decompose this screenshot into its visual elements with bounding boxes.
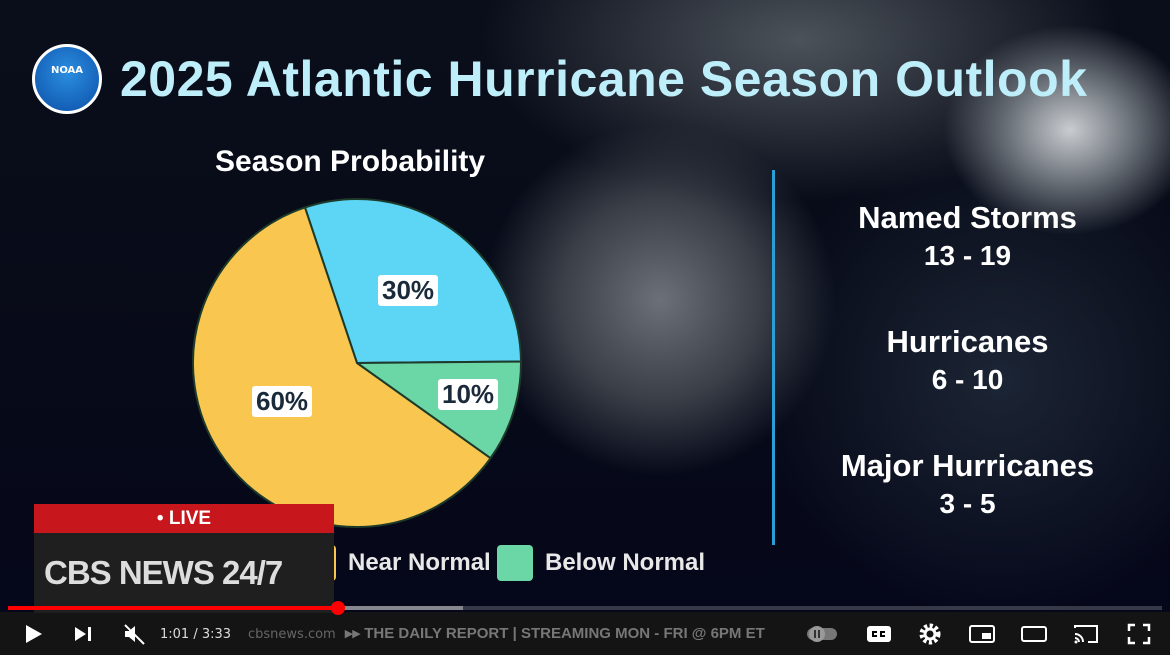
cbs-brand: CBS NEWS 24/7 [34, 533, 334, 613]
pie-label-near: 60% [252, 386, 313, 417]
stat-major-hurricanes: Major Hurricanes 3 - 5 [840, 448, 1095, 519]
stat-hurricanes: Hurricanes 6 - 10 [886, 324, 1049, 395]
legend-below-normal: Below Normal [497, 545, 705, 581]
play-button[interactable] [22, 622, 44, 651]
pie-slice-near-normal [192, 206, 492, 528]
progress-bar[interactable] [8, 601, 1162, 615]
video-graphic-title: 2025 Atlantic Hurricane Season Outlook [120, 51, 1088, 107]
divider [772, 170, 775, 545]
news-ticker-bar [0, 612, 1170, 655]
stat-named-storms: Named Storms 13 - 19 [858, 200, 1077, 271]
autoplay-toggle[interactable] [805, 622, 839, 651]
miniplayer-button[interactable] [968, 622, 996, 651]
chart-title: Season Probability [215, 145, 486, 178]
captions-button[interactable] [866, 622, 892, 651]
site-url: cbsnews.com [248, 627, 336, 642]
pie-label-above: 30% [378, 275, 439, 306]
live-badge: • LIVE [34, 504, 334, 533]
mute-icon[interactable] [122, 622, 148, 651]
ticker-text: ▸▸ THE DAILY REPORT | STREAMING MON - FR… [345, 625, 765, 642]
legend-swatch [497, 545, 533, 581]
theater-mode-button[interactable] [1020, 622, 1048, 651]
cast-icon[interactable] [1072, 622, 1100, 651]
time-display: 1:01 / 3:33 [160, 627, 232, 642]
pie-label-below: 10% [438, 379, 499, 410]
settings-gear-icon[interactable] [918, 622, 942, 651]
noaa-logo: NOAA [32, 44, 102, 114]
scrubber-handle[interactable] [331, 601, 346, 615]
fullscreen-button[interactable] [1126, 622, 1152, 651]
next-button[interactable] [72, 622, 94, 651]
played-bar [8, 606, 339, 610]
cbs-news-bug: • LIVE CBS NEWS 24/7 [34, 504, 334, 644]
